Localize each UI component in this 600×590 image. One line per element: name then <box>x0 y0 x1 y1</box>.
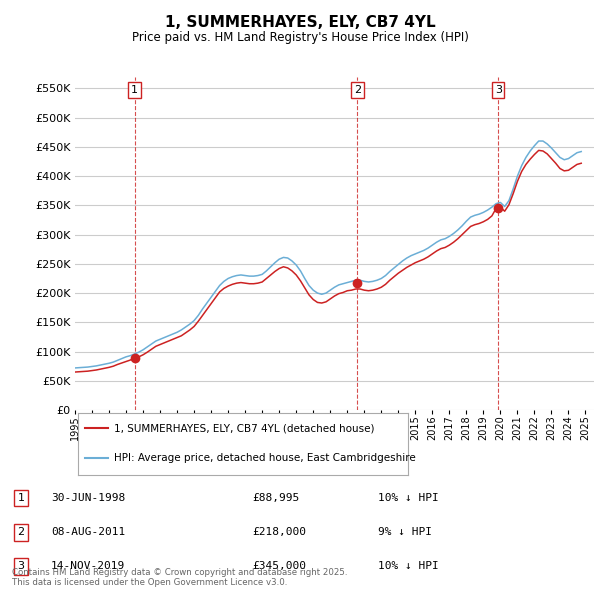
Text: 1: 1 <box>17 493 25 503</box>
Text: 1, SUMMERHAYES, ELY, CB7 4YL (detached house): 1, SUMMERHAYES, ELY, CB7 4YL (detached h… <box>115 424 375 434</box>
Text: 1: 1 <box>131 85 138 95</box>
Text: 10% ↓ HPI: 10% ↓ HPI <box>378 562 439 571</box>
Text: 9% ↓ HPI: 9% ↓ HPI <box>378 527 432 537</box>
Text: £88,995: £88,995 <box>252 493 299 503</box>
Text: Contains HM Land Registry data © Crown copyright and database right 2025.
This d: Contains HM Land Registry data © Crown c… <box>12 568 347 587</box>
Text: Price paid vs. HM Land Registry's House Price Index (HPI): Price paid vs. HM Land Registry's House … <box>131 31 469 44</box>
Text: 2: 2 <box>17 527 25 537</box>
Text: 30-JUN-1998: 30-JUN-1998 <box>51 493 125 503</box>
Text: 3: 3 <box>17 562 25 571</box>
Text: £345,000: £345,000 <box>252 562 306 571</box>
Text: 14-NOV-2019: 14-NOV-2019 <box>51 562 125 571</box>
Text: 08-AUG-2011: 08-AUG-2011 <box>51 527 125 537</box>
Text: 10% ↓ HPI: 10% ↓ HPI <box>378 493 439 503</box>
Text: 2: 2 <box>354 85 361 95</box>
Text: 1, SUMMERHAYES, ELY, CB7 4YL: 1, SUMMERHAYES, ELY, CB7 4YL <box>164 15 436 30</box>
Text: 3: 3 <box>494 85 502 95</box>
Text: £218,000: £218,000 <box>252 527 306 537</box>
Text: HPI: Average price, detached house, East Cambridgeshire: HPI: Average price, detached house, East… <box>115 453 416 463</box>
